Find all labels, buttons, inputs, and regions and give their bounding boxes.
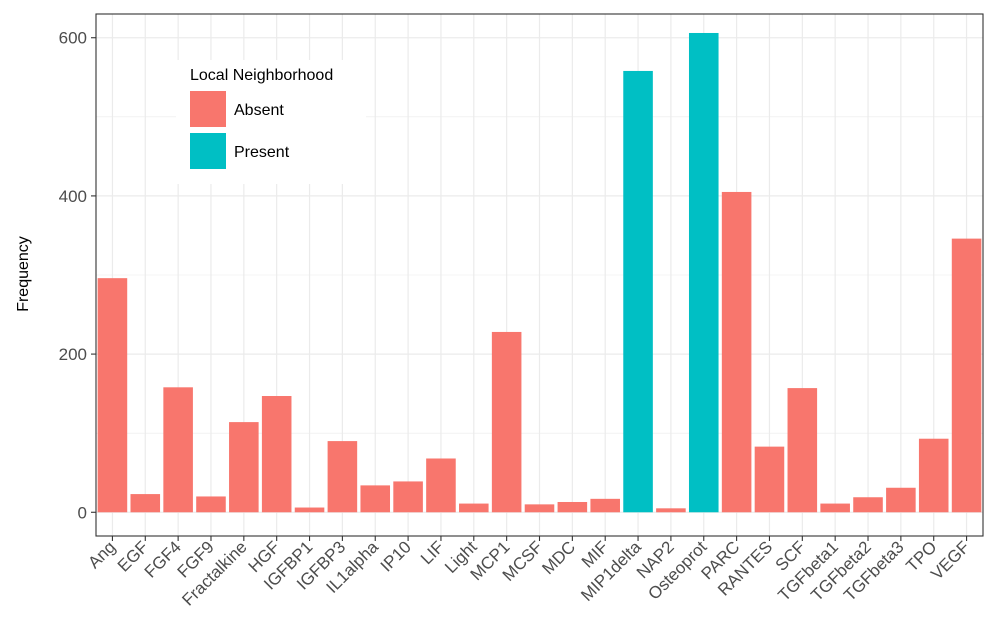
bar-tpo — [918, 438, 949, 513]
y-axis-title: Frequency — [15, 236, 32, 312]
bar-il1alpha — [360, 485, 391, 513]
bar-hgf — [261, 396, 292, 513]
bar-nap2 — [656, 508, 686, 513]
bar-mcp1 — [491, 331, 522, 513]
legend: Local Neighborhood Absent Present — [176, 60, 366, 184]
x-axis: AngEGFFGF4FGF9FractalkineHGFIGFBP1IGFBP3… — [84, 536, 973, 610]
bar-mdc — [557, 501, 588, 513]
legend-swatch-absent — [190, 91, 226, 127]
bar-tgfbeta3 — [886, 487, 916, 513]
x-tick-label-mdc: MDC — [538, 537, 579, 578]
x-tick-label-ip10: IP10 — [377, 537, 415, 575]
bar-tgfbeta2 — [853, 497, 883, 513]
y-tick-label: 600 — [59, 29, 87, 48]
bar-light — [459, 503, 489, 513]
bar-mip1delta — [623, 70, 653, 513]
bar-ip10 — [393, 481, 423, 513]
legend-label-absent: Absent — [234, 102, 284, 119]
bar-mif — [590, 498, 620, 513]
y-tick-label: 200 — [59, 345, 87, 364]
bar-fgf4 — [163, 387, 193, 513]
bar-parc — [721, 191, 752, 513]
bars — [97, 32, 982, 513]
bar-igfbp3 — [327, 441, 358, 513]
y-tick-label: 0 — [78, 503, 87, 522]
legend-swatch-present — [190, 133, 226, 169]
bar-egf — [130, 494, 161, 513]
bar-ang — [97, 278, 128, 513]
y-axis: 0 200 400 600 — [59, 29, 96, 522]
legend-title: Local Neighborhood — [190, 67, 333, 84]
x-tick-label-ang: Ang — [84, 537, 119, 572]
bar-fractalkine — [229, 422, 259, 513]
bar-scf — [787, 388, 818, 513]
x-tick-label-fgf4: FGF4 — [141, 537, 185, 581]
bar-lif — [426, 458, 456, 513]
bar-fgf9 — [196, 496, 226, 513]
y-tick-label: 400 — [59, 187, 87, 206]
bar-mcsf — [524, 504, 555, 513]
bar-igfbp1 — [294, 507, 325, 513]
bar-rantes — [754, 446, 785, 513]
legend-label-present: Present — [234, 144, 290, 161]
bar-osteoprot — [688, 32, 719, 513]
bar-tgfbeta1 — [820, 503, 850, 513]
bar-vegf — [951, 238, 982, 513]
x-tick-label-vegf: VEGF — [927, 537, 973, 583]
